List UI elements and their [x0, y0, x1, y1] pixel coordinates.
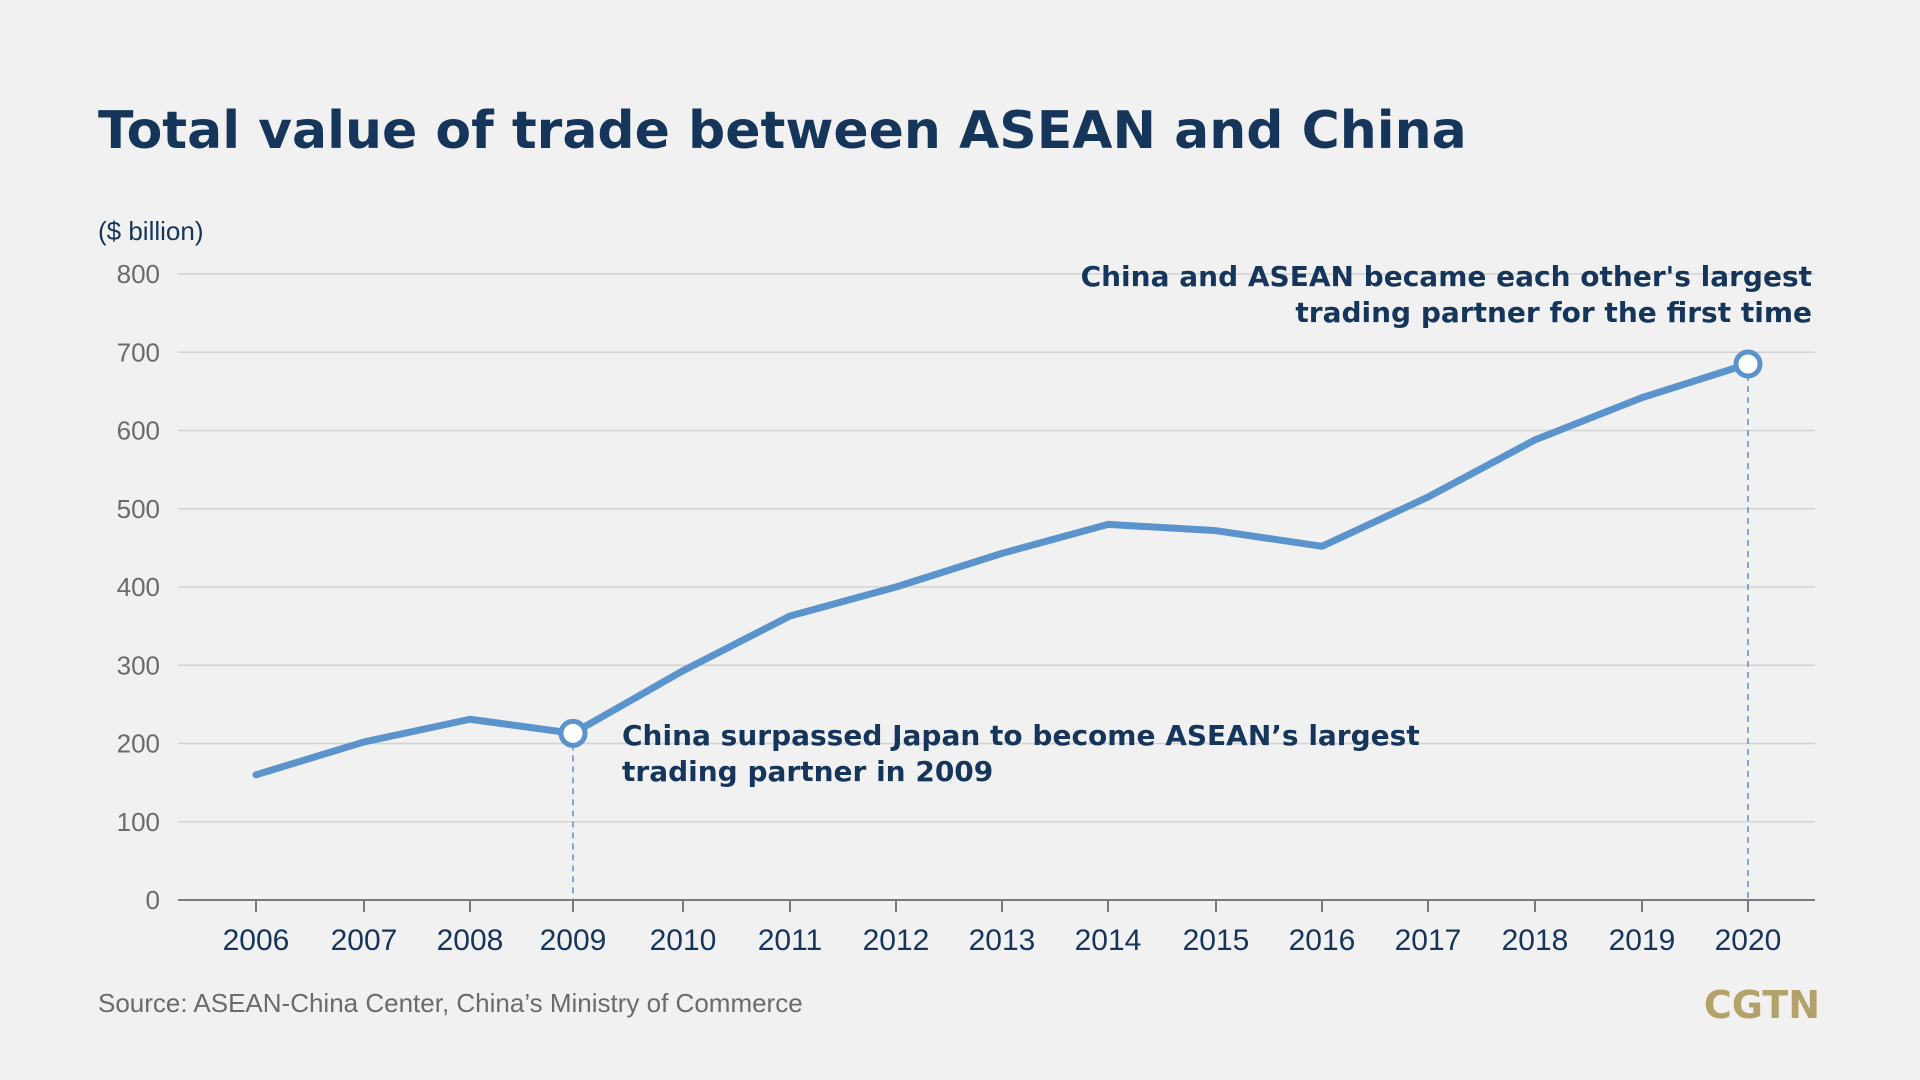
- x-tick-label: 2012: [863, 924, 930, 957]
- x-tick-label: 2019: [1609, 924, 1676, 957]
- x-tick-label: 2006: [223, 924, 290, 957]
- x-tick-label: 2013: [969, 924, 1036, 957]
- y-tick-label: 600: [117, 416, 160, 446]
- x-tick-label: 2015: [1183, 924, 1250, 957]
- x-tick-label: 2007: [331, 924, 398, 957]
- annotation-text: China and ASEAN became each other's larg…: [1081, 260, 1812, 293]
- annotations: China surpassed Japan to become ASEAN’s …: [622, 260, 1812, 788]
- x-tick-label: 2010: [650, 924, 717, 957]
- x-tick-label: 2017: [1395, 924, 1462, 957]
- annotation-markers: [558, 349, 1763, 748]
- x-tick-label: 2018: [1502, 924, 1569, 957]
- x-tick-label: 2016: [1289, 924, 1356, 957]
- annotation-marker: [558, 718, 588, 748]
- grid: [178, 273, 1815, 901]
- y-tick-label: 300: [117, 650, 160, 680]
- x-tick-label: 2009: [540, 924, 607, 957]
- brand-logo: CGTN: [1704, 983, 1820, 1027]
- annotation-text: trading partner for the first time: [1295, 296, 1812, 329]
- x-tick-label: 2008: [437, 924, 504, 957]
- y-tick-label: 700: [117, 337, 160, 367]
- y-tick-label: 0: [146, 885, 160, 915]
- y-tick-label: 100: [117, 807, 160, 837]
- y-tick-label: 500: [117, 494, 160, 524]
- x-tick-label: 2014: [1075, 924, 1142, 957]
- series-line: [252, 360, 1752, 779]
- x-tick-label: 2011: [758, 924, 823, 957]
- x-axis-ticks: 2006 2007 2008 2009 2010 2011 2012 2013 2014 2015…: [223, 900, 1782, 957]
- x-tick-label: 2020: [1715, 924, 1782, 957]
- annotation-droplines: [572, 363, 1749, 900]
- annotation-marker: [1733, 349, 1763, 379]
- y-tick-label: 800: [117, 259, 160, 289]
- source-note: Source: ASEAN-China Center, China’s Mini…: [98, 988, 803, 1018]
- y-tick-label: 400: [117, 572, 160, 602]
- y-axis-ticks: 0 100 200 300 400 500 600 700 800: [117, 259, 160, 915]
- annotation-text: trading partner in 2009: [622, 755, 993, 788]
- series: [252, 360, 1752, 779]
- y-tick-label: 200: [117, 729, 160, 759]
- y-axis-unit-label: ($ billion): [98, 216, 204, 246]
- annotation-text: China surpassed Japan to become ASEAN’s …: [622, 719, 1420, 752]
- chart-title: Total value of trade between ASEAN and C…: [98, 101, 1467, 161]
